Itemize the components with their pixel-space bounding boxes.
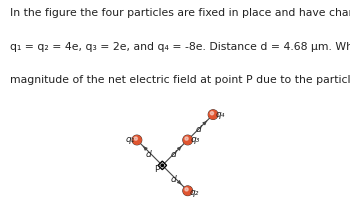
Text: d: d xyxy=(170,150,176,159)
Text: q₄: q₄ xyxy=(216,110,225,119)
Circle shape xyxy=(183,136,192,144)
Circle shape xyxy=(210,112,214,115)
Circle shape xyxy=(185,137,188,140)
Circle shape xyxy=(208,110,218,119)
Text: P: P xyxy=(154,165,159,174)
Circle shape xyxy=(161,164,163,167)
Circle shape xyxy=(183,186,193,195)
Circle shape xyxy=(132,135,142,145)
Text: d: d xyxy=(170,175,176,184)
Circle shape xyxy=(133,136,141,144)
Text: q₁: q₁ xyxy=(125,136,134,144)
Text: In the figure the four particles are fixed in place and have charges: In the figure the four particles are fix… xyxy=(10,8,350,18)
Text: q₃: q₃ xyxy=(190,136,199,144)
Circle shape xyxy=(183,135,193,145)
Text: d: d xyxy=(196,125,201,134)
Text: q₂: q₂ xyxy=(189,187,199,197)
Text: q₁ = q₂ = 4e, q₃ = 2e, and q₄ = -8e. Distance d = 4.68 μm. What is the: q₁ = q₂ = 4e, q₃ = 2e, and q₄ = -8e. Dis… xyxy=(10,42,350,52)
Circle shape xyxy=(134,137,138,140)
Polygon shape xyxy=(158,161,167,170)
Text: magnitude of the net electric field at point P due to the particles?: magnitude of the net electric field at p… xyxy=(10,75,350,85)
Text: d: d xyxy=(145,150,151,159)
Circle shape xyxy=(209,110,217,119)
Circle shape xyxy=(185,188,188,191)
Circle shape xyxy=(183,186,192,195)
